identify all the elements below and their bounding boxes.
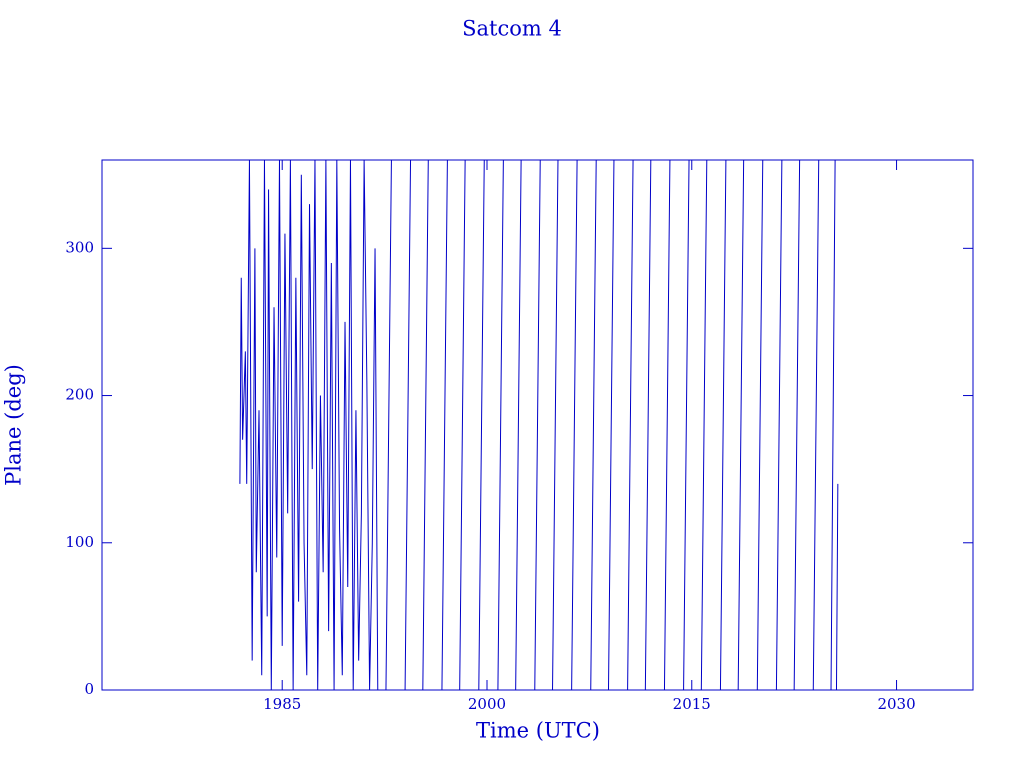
x-tick-label: 2000 — [468, 695, 506, 713]
x-tick-label: 2030 — [877, 695, 915, 713]
y-tick-label: 0 — [84, 680, 94, 698]
y-axis-label: Plane (deg) — [2, 364, 26, 486]
data-line — [239, 159, 839, 691]
y-tick-label: 100 — [65, 533, 94, 551]
y-tick-label: 300 — [65, 238, 94, 256]
plot-frame — [101, 159, 974, 691]
x-tick-label: 2015 — [673, 695, 711, 713]
chart-title: Satcom 4 — [462, 17, 562, 41]
x-axis-label: Time (UTC) — [476, 719, 600, 743]
x-tick-label: 1985 — [263, 695, 301, 713]
y-tick-label: 200 — [65, 386, 94, 404]
